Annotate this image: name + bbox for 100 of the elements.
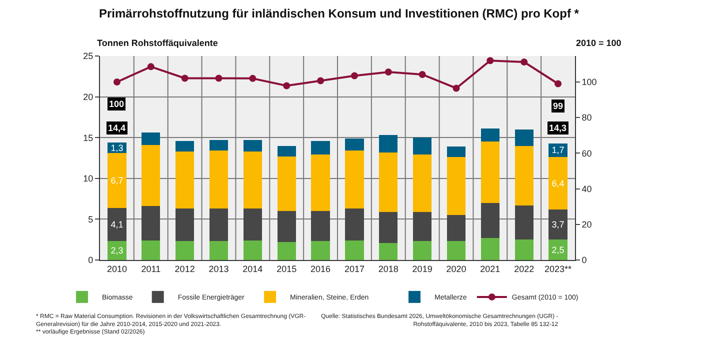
y2-tick-label: 0	[582, 255, 587, 266]
point	[215, 74, 222, 82]
bar	[412, 212, 432, 242]
x-tick-label: 2022	[514, 264, 534, 274]
bar	[345, 240, 364, 260]
bar	[311, 241, 330, 260]
bar	[379, 135, 398, 152]
bar	[548, 240, 568, 260]
bar	[142, 240, 160, 260]
bar	[311, 211, 330, 242]
y-tick-label: 0	[88, 255, 94, 266]
data-label: 2,3	[110, 246, 124, 256]
bar	[514, 129, 534, 146]
point	[418, 71, 426, 78]
data-label: 4,1	[110, 220, 124, 230]
bar	[209, 241, 228, 260]
point	[181, 74, 188, 82]
point	[283, 82, 290, 90]
bar	[345, 208, 364, 240]
bar	[175, 140, 194, 152]
bar	[175, 208, 194, 242]
x-tick-label: 2010	[106, 264, 127, 274]
x-tick-label: 2014	[242, 264, 263, 274]
bar	[209, 150, 228, 209]
bar	[175, 151, 194, 209]
y-tick-label: 15	[83, 132, 94, 143]
data-label: 6,7	[110, 175, 124, 186]
y-tick-label: 25	[83, 51, 94, 62]
bar	[311, 140, 330, 155]
bar	[277, 146, 296, 156]
bar	[548, 209, 568, 240]
bar	[175, 241, 194, 260]
bar	[379, 242, 398, 260]
x-tick-label: 2019	[412, 264, 432, 274]
bar	[108, 208, 126, 242]
bar	[209, 208, 228, 242]
bar	[345, 150, 364, 209]
x-tick-label: 2016	[310, 264, 331, 274]
bar	[548, 157, 568, 210]
x-tick-label: 2011	[141, 264, 161, 274]
y2-tick-label: 60	[582, 148, 592, 158]
bar	[446, 157, 466, 216]
bar	[480, 238, 500, 260]
data-label: 3,7	[552, 220, 564, 230]
bar	[514, 205, 534, 240]
x-tick-label: 2021	[480, 264, 500, 274]
total-label: 14,3	[549, 123, 567, 133]
point	[317, 77, 324, 84]
x-tick-label: 2017	[344, 264, 364, 274]
y2-tick-label: 100	[582, 77, 597, 88]
data-label: 1,3	[110, 142, 124, 153]
bar	[243, 151, 262, 209]
bar	[412, 241, 432, 260]
total-label: 14,4	[108, 123, 126, 133]
bar	[514, 146, 534, 206]
x-tick-label: 2020	[446, 264, 466, 274]
bar	[243, 240, 262, 260]
bar	[142, 206, 160, 240]
y-axis-title: Tonnen Rohstoffäquivalente	[97, 38, 218, 48]
bar	[311, 154, 330, 212]
data-label: 99	[553, 101, 564, 111]
bar	[412, 138, 432, 155]
x-tick-label: 2018	[378, 264, 398, 274]
x-tick-label: 2012	[174, 264, 195, 274]
y2-tick-label: 80	[582, 112, 592, 123]
bar	[379, 212, 398, 243]
bar	[142, 132, 160, 145]
bar	[345, 138, 364, 151]
y-tick-label: 10	[83, 174, 94, 184]
chart-title: Primärrohstoffnutzung für inländischen Konsum und Investitionen (RMC) pro Kopf *	[98, 6, 580, 20]
point	[554, 80, 562, 88]
bar	[446, 241, 466, 260]
x-tick-label: 2015	[276, 264, 297, 274]
bar	[277, 242, 296, 260]
bar	[108, 241, 126, 260]
y2-tick-label: 20	[582, 220, 592, 230]
y2-axis-title: 2010 = 100	[576, 38, 622, 48]
bar	[379, 152, 398, 212]
point	[249, 74, 256, 82]
bar	[514, 240, 534, 260]
bar	[412, 154, 432, 212]
x-tick-label: 2023**	[544, 264, 572, 274]
bar	[243, 140, 262, 152]
x-tick-label: 2013	[208, 264, 229, 274]
y-tick-label: 5	[88, 214, 94, 224]
bar	[277, 211, 296, 242]
data-label: 6,4	[552, 178, 564, 188]
bar	[277, 156, 296, 212]
bar	[446, 146, 466, 158]
point	[147, 63, 154, 70]
data-label: 100	[109, 99, 124, 109]
point	[452, 84, 460, 92]
point	[350, 72, 358, 80]
bar	[480, 202, 500, 238]
bar	[480, 128, 500, 142]
data-label: 1,7	[552, 145, 564, 156]
bar	[142, 144, 160, 206]
bar	[446, 215, 466, 242]
bar	[108, 153, 126, 208]
bar	[243, 208, 262, 240]
